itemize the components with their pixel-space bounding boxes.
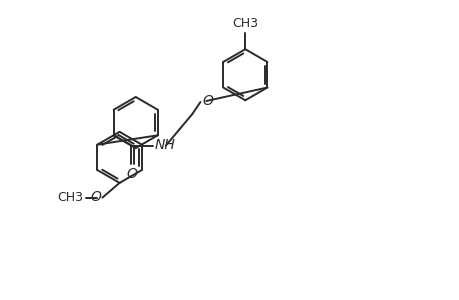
Text: O: O xyxy=(126,167,137,181)
Text: O: O xyxy=(202,94,213,107)
Text: NH: NH xyxy=(155,138,175,152)
Text: CH3: CH3 xyxy=(232,16,257,30)
Text: CH3: CH3 xyxy=(56,191,83,204)
Text: O: O xyxy=(90,190,101,204)
